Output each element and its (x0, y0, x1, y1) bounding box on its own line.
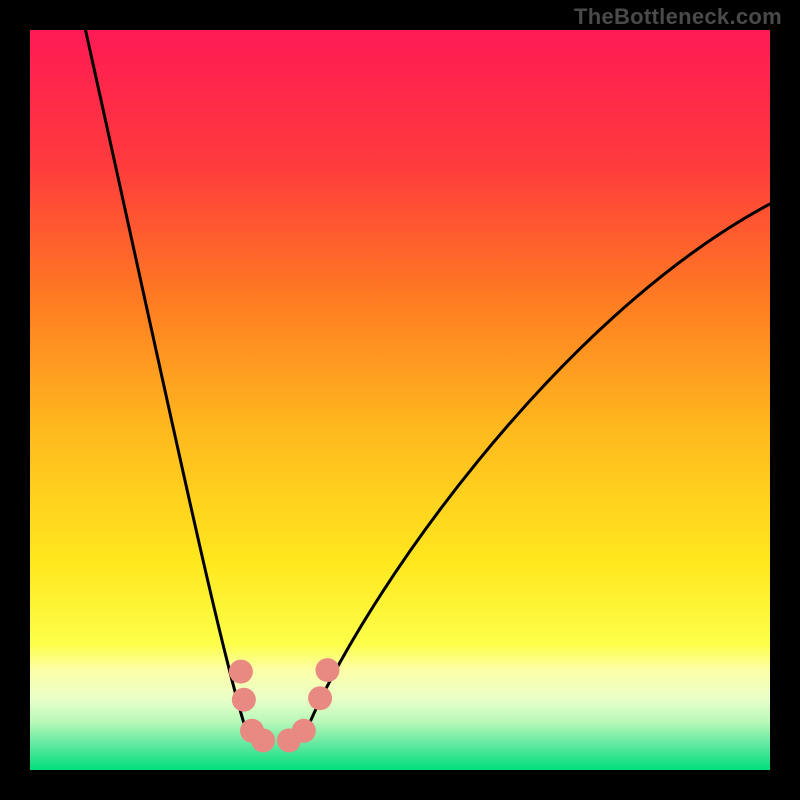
chart-frame: TheBottleneck.com (0, 0, 800, 800)
right-branch-curve (289, 204, 770, 744)
marker-point (315, 658, 339, 682)
left-branch-curve (86, 30, 264, 744)
marker-point (308, 686, 332, 710)
plot-area (30, 30, 770, 770)
curves-layer (30, 30, 770, 770)
marker-point (292, 719, 316, 743)
marker-point (229, 660, 253, 684)
watermark-text: TheBottleneck.com (574, 4, 782, 30)
marker-point (251, 728, 275, 752)
marker-point (232, 688, 256, 712)
markers-group (229, 658, 340, 752)
